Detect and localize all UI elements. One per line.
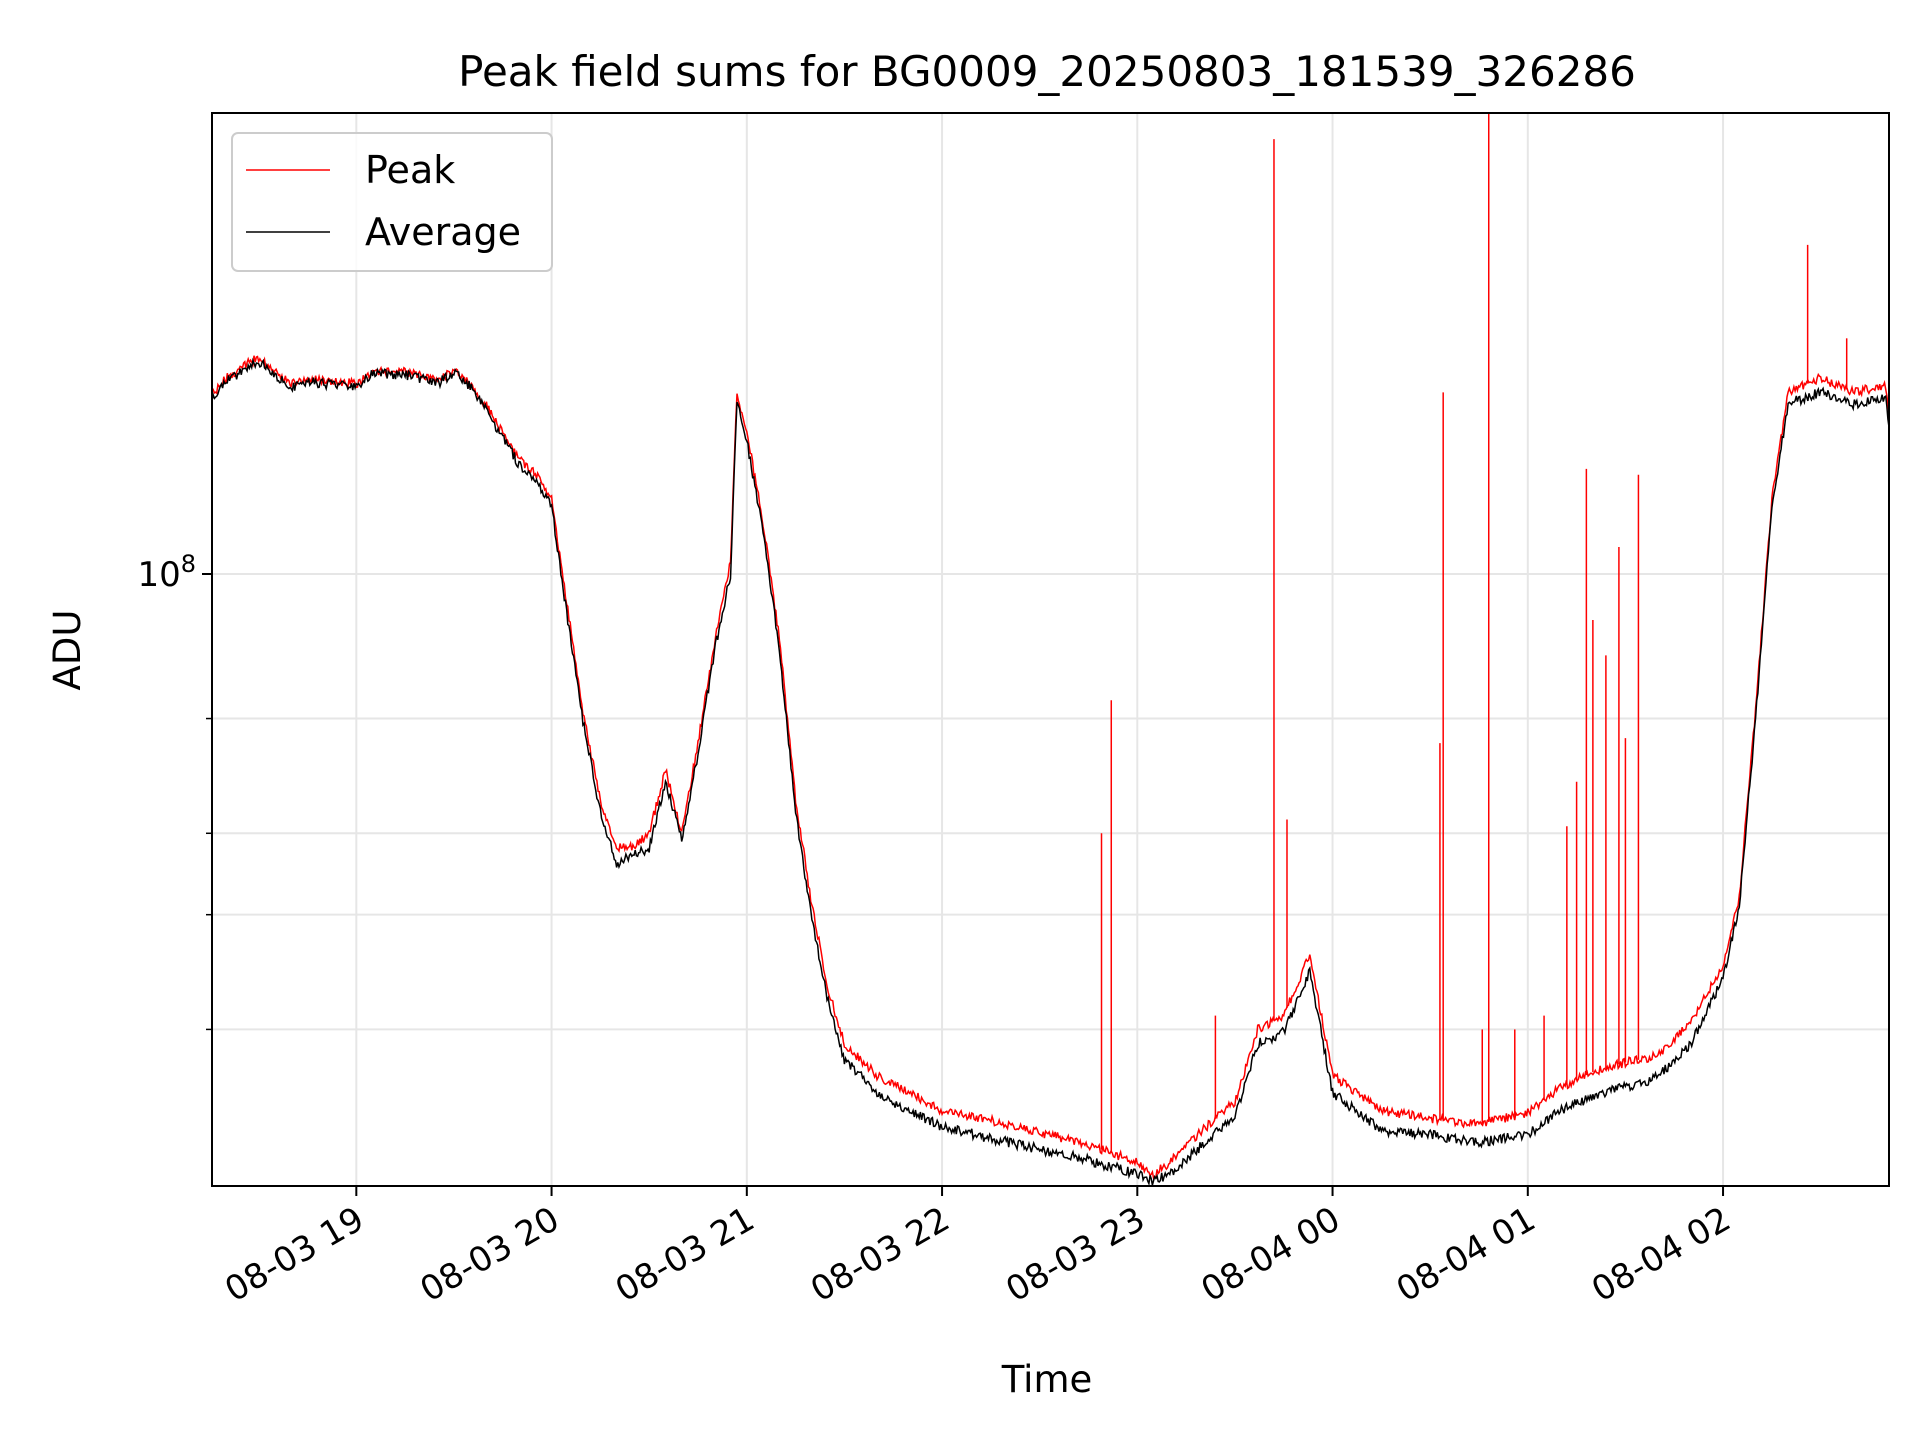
chart-title: Peak field sums for BG0009_20250803_1815… [458, 47, 1636, 96]
legend-peak-label: Peak [365, 148, 455, 192]
y-axis-label: ADU [46, 610, 89, 691]
y-tick-label: 108 [137, 550, 196, 595]
grid-layer [212, 113, 1889, 1186]
series-layer [212, 113, 1889, 1186]
legend-box [231, 132, 553, 272]
legend: Peak Average [231, 132, 553, 272]
legend-average-label: Average [365, 210, 521, 254]
series-line-average [212, 357, 1889, 1186]
plot-frame [211, 112, 1890, 1187]
x-axis-label: Time [1001, 1358, 1093, 1401]
